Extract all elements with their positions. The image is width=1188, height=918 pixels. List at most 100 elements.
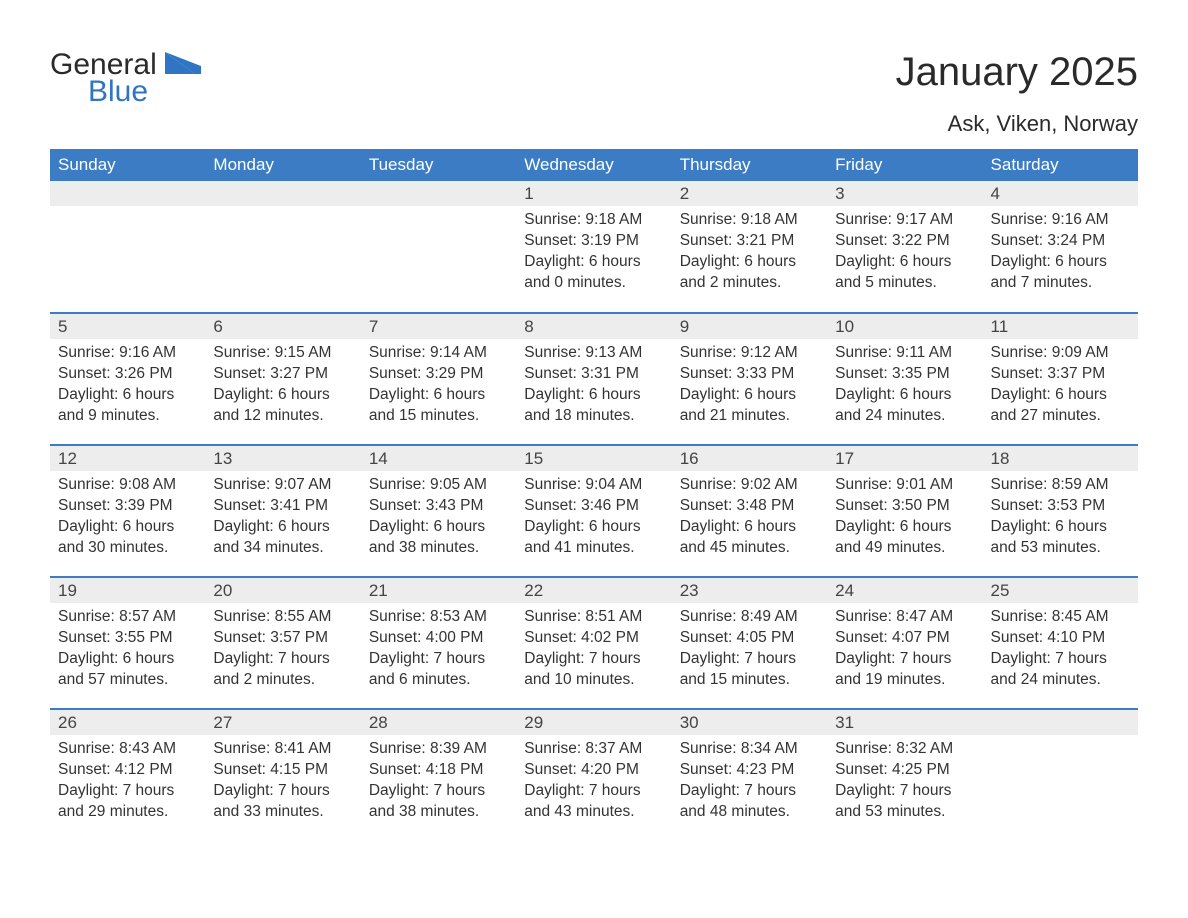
- day-data: Sunrise: 8:32 AMSunset: 4:25 PMDaylight:…: [827, 735, 982, 827]
- day-number: 15: [516, 446, 671, 471]
- day-cell: 16Sunrise: 9:02 AMSunset: 3:48 PMDayligh…: [672, 445, 827, 577]
- day-data: Sunrise: 9:01 AMSunset: 3:50 PMDaylight:…: [827, 471, 982, 563]
- day-number: 9: [672, 314, 827, 339]
- day-cell: 17Sunrise: 9:01 AMSunset: 3:50 PMDayligh…: [827, 445, 982, 577]
- day-cell: 27Sunrise: 8:41 AMSunset: 4:15 PMDayligh…: [205, 709, 360, 841]
- day-data: Sunrise: 9:18 AMSunset: 3:19 PMDaylight:…: [516, 206, 671, 298]
- day-data: Sunrise: 8:53 AMSunset: 4:00 PMDaylight:…: [361, 603, 516, 695]
- logo-text: General Blue: [50, 50, 201, 107]
- day-cell: [50, 181, 205, 313]
- day-cell: 29Sunrise: 8:37 AMSunset: 4:20 PMDayligh…: [516, 709, 671, 841]
- day-cell: 30Sunrise: 8:34 AMSunset: 4:23 PMDayligh…: [672, 709, 827, 841]
- day-data: Sunrise: 9:05 AMSunset: 3:43 PMDaylight:…: [361, 471, 516, 563]
- day-data: Sunrise: 8:47 AMSunset: 4:07 PMDaylight:…: [827, 603, 982, 695]
- logo: General Blue: [50, 50, 201, 107]
- day-data: Sunrise: 8:49 AMSunset: 4:05 PMDaylight:…: [672, 603, 827, 695]
- flag-icon: [165, 61, 201, 78]
- day-cell: 22Sunrise: 8:51 AMSunset: 4:02 PMDayligh…: [516, 577, 671, 709]
- day-data: Sunrise: 9:16 AMSunset: 3:24 PMDaylight:…: [983, 206, 1138, 298]
- day-number: 8: [516, 314, 671, 339]
- day-cell: 26Sunrise: 8:43 AMSunset: 4:12 PMDayligh…: [50, 709, 205, 841]
- day-data: Sunrise: 8:45 AMSunset: 4:10 PMDaylight:…: [983, 603, 1138, 695]
- day-cell: 21Sunrise: 8:53 AMSunset: 4:00 PMDayligh…: [361, 577, 516, 709]
- day-data: Sunrise: 9:12 AMSunset: 3:33 PMDaylight:…: [672, 339, 827, 431]
- day-cell: 6Sunrise: 9:15 AMSunset: 3:27 PMDaylight…: [205, 313, 360, 445]
- day-number: 18: [983, 446, 1138, 471]
- day-number-empty: [50, 181, 205, 206]
- day-cell: 31Sunrise: 8:32 AMSunset: 4:25 PMDayligh…: [827, 709, 982, 841]
- day-cell: [361, 181, 516, 313]
- day-data: Sunrise: 8:37 AMSunset: 4:20 PMDaylight:…: [516, 735, 671, 827]
- day-number: 6: [205, 314, 360, 339]
- day-cell: 8Sunrise: 9:13 AMSunset: 3:31 PMDaylight…: [516, 313, 671, 445]
- day-cell: 19Sunrise: 8:57 AMSunset: 3:55 PMDayligh…: [50, 577, 205, 709]
- day-data: Sunrise: 9:15 AMSunset: 3:27 PMDaylight:…: [205, 339, 360, 431]
- day-number: 13: [205, 446, 360, 471]
- calendar-table: Sunday Monday Tuesday Wednesday Thursday…: [50, 149, 1138, 841]
- day-data: Sunrise: 8:41 AMSunset: 4:15 PMDaylight:…: [205, 735, 360, 827]
- logo-word-blue: Blue: [88, 77, 201, 107]
- day-number: 22: [516, 578, 671, 603]
- weekday-header: Friday: [827, 149, 982, 181]
- day-number: 27: [205, 710, 360, 735]
- day-number: 12: [50, 446, 205, 471]
- day-data: Sunrise: 8:55 AMSunset: 3:57 PMDaylight:…: [205, 603, 360, 695]
- day-cell: 9Sunrise: 9:12 AMSunset: 3:33 PMDaylight…: [672, 313, 827, 445]
- day-cell: 2Sunrise: 9:18 AMSunset: 3:21 PMDaylight…: [672, 181, 827, 313]
- day-data: Sunrise: 9:18 AMSunset: 3:21 PMDaylight:…: [672, 206, 827, 298]
- day-number: 20: [205, 578, 360, 603]
- day-number: 16: [672, 446, 827, 471]
- day-cell: 5Sunrise: 9:16 AMSunset: 3:26 PMDaylight…: [50, 313, 205, 445]
- day-data: Sunrise: 8:43 AMSunset: 4:12 PMDaylight:…: [50, 735, 205, 827]
- day-cell: 24Sunrise: 8:47 AMSunset: 4:07 PMDayligh…: [827, 577, 982, 709]
- weekday-header: Saturday: [983, 149, 1138, 181]
- weekday-header: Tuesday: [361, 149, 516, 181]
- day-data: Sunrise: 9:09 AMSunset: 3:37 PMDaylight:…: [983, 339, 1138, 431]
- day-number: 19: [50, 578, 205, 603]
- week-row: 12Sunrise: 9:08 AMSunset: 3:39 PMDayligh…: [50, 445, 1138, 577]
- day-number: 26: [50, 710, 205, 735]
- day-number-empty: [983, 710, 1138, 735]
- weekday-header: Monday: [205, 149, 360, 181]
- day-cell: 25Sunrise: 8:45 AMSunset: 4:10 PMDayligh…: [983, 577, 1138, 709]
- day-number: 28: [361, 710, 516, 735]
- weekday-header: Wednesday: [516, 149, 671, 181]
- day-number-empty: [205, 181, 360, 206]
- day-number: 7: [361, 314, 516, 339]
- week-row: 19Sunrise: 8:57 AMSunset: 3:55 PMDayligh…: [50, 577, 1138, 709]
- weekday-header: Thursday: [672, 149, 827, 181]
- day-cell: 13Sunrise: 9:07 AMSunset: 3:41 PMDayligh…: [205, 445, 360, 577]
- day-cell: 14Sunrise: 9:05 AMSunset: 3:43 PMDayligh…: [361, 445, 516, 577]
- day-data: Sunrise: 9:07 AMSunset: 3:41 PMDaylight:…: [205, 471, 360, 563]
- day-data: Sunrise: 9:08 AMSunset: 3:39 PMDaylight:…: [50, 471, 205, 563]
- weekday-header: Sunday: [50, 149, 205, 181]
- day-cell: [983, 709, 1138, 841]
- day-data: Sunrise: 9:17 AMSunset: 3:22 PMDaylight:…: [827, 206, 982, 298]
- day-data: Sunrise: 8:51 AMSunset: 4:02 PMDaylight:…: [516, 603, 671, 695]
- day-cell: 10Sunrise: 9:11 AMSunset: 3:35 PMDayligh…: [827, 313, 982, 445]
- day-data: Sunrise: 9:16 AMSunset: 3:26 PMDaylight:…: [50, 339, 205, 431]
- day-cell: 15Sunrise: 9:04 AMSunset: 3:46 PMDayligh…: [516, 445, 671, 577]
- day-number: 24: [827, 578, 982, 603]
- page-title: January 2025: [896, 50, 1138, 95]
- day-number: 14: [361, 446, 516, 471]
- week-row: 26Sunrise: 8:43 AMSunset: 4:12 PMDayligh…: [50, 709, 1138, 841]
- day-number: 2: [672, 181, 827, 206]
- location-label: Ask, Viken, Norway: [896, 111, 1138, 137]
- weekday-header-row: Sunday Monday Tuesday Wednesday Thursday…: [50, 149, 1138, 181]
- day-cell: 3Sunrise: 9:17 AMSunset: 3:22 PMDaylight…: [827, 181, 982, 313]
- day-number: 11: [983, 314, 1138, 339]
- week-row: 5Sunrise: 9:16 AMSunset: 3:26 PMDaylight…: [50, 313, 1138, 445]
- day-data: Sunrise: 8:39 AMSunset: 4:18 PMDaylight:…: [361, 735, 516, 827]
- day-cell: 12Sunrise: 9:08 AMSunset: 3:39 PMDayligh…: [50, 445, 205, 577]
- day-number: 5: [50, 314, 205, 339]
- title-block: January 2025 Ask, Viken, Norway: [896, 50, 1138, 137]
- day-number: 23: [672, 578, 827, 603]
- day-number: 17: [827, 446, 982, 471]
- day-number: 31: [827, 710, 982, 735]
- day-number: 3: [827, 181, 982, 206]
- day-data: Sunrise: 9:13 AMSunset: 3:31 PMDaylight:…: [516, 339, 671, 431]
- day-number: 30: [672, 710, 827, 735]
- day-number: 1: [516, 181, 671, 206]
- day-cell: 4Sunrise: 9:16 AMSunset: 3:24 PMDaylight…: [983, 181, 1138, 313]
